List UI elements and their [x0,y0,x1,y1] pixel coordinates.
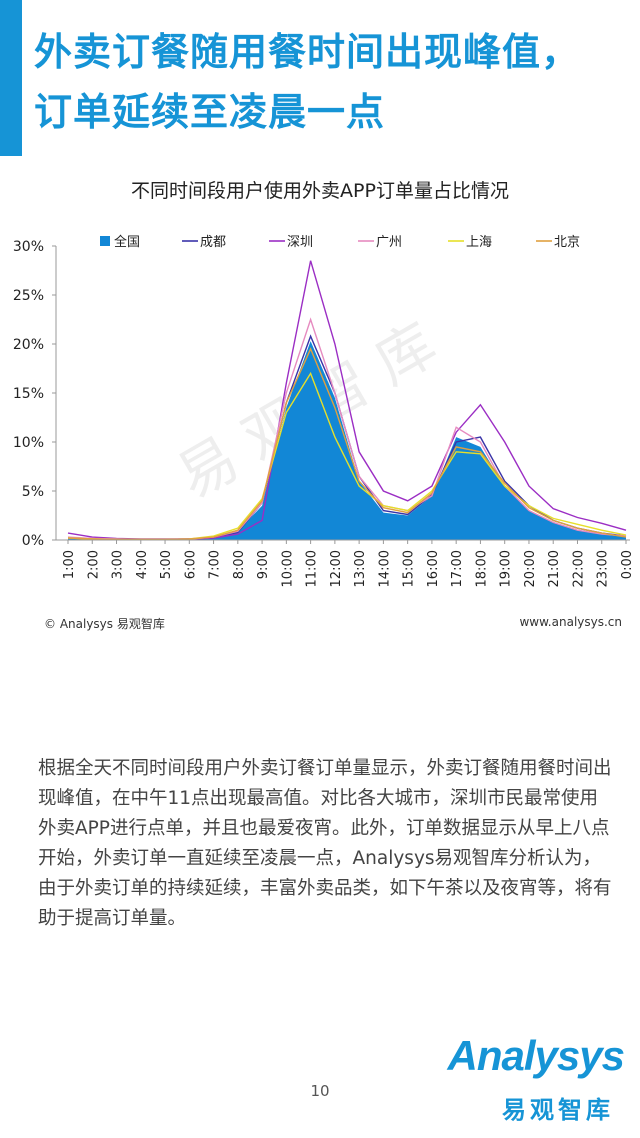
x-tick-label: 1:00 [62,550,77,579]
x-tick-label: 17:00 [450,550,465,587]
y-tick-label: 5% [22,484,44,500]
source-credit: © Analysys 易观智库 [44,617,165,631]
legend-label-3: 广州 [376,235,402,250]
page-headline: 外卖订餐随用餐时间出现峰值， 订单延续至凌晨一点 [34,22,630,142]
x-tick-label: 15:00 [402,550,417,587]
legend-label-1: 成都 [200,235,226,250]
x-tick-label: 7:00 [208,550,223,579]
legend-swatch-0 [100,236,110,246]
x-tick-label: 12:00 [329,550,344,587]
analysis-paragraph: 根据全天不同时间段用户外卖订餐订单量显示，外卖订餐随用餐时间出现峰值，在中午11… [38,758,612,929]
source-url: www.analysys.cn [519,615,622,629]
analysys-logo-cn: 易观智库 [502,1096,614,1124]
x-tick-label: 22:00 [571,550,586,587]
page-number: 10 [310,1082,330,1100]
x-tick-label: 13:00 [353,550,368,587]
headline-line-2: 订单延续至凌晨一点 [34,90,386,134]
chart-title: 不同时间段用户使用外卖APP订单量占比情况 [131,180,509,202]
y-tick-label: 20% [13,337,44,353]
y-tick-label: 25% [13,288,44,304]
hourly-order-share-chart: 0% 5% 10% 15% 20% 25% 30% 1:00 2:00 3:00 4:00 5:00 6… [13,234,635,587]
x-tick-label: 10:00 [280,550,295,587]
x-tick-label: 14:00 [377,550,392,587]
x-tick-label: 0:00 [620,550,635,579]
analysys-logo: Analysys [447,1032,625,1079]
series-area-0 [68,341,626,540]
title-accent-bar [0,0,22,156]
legend-label-0: 全国 [114,234,140,250]
y-tick-label: 0% [22,533,44,549]
x-tick-label: 19:00 [499,550,514,587]
x-tick-label: 20:00 [523,550,538,587]
x-tick-label: 18:00 [474,550,489,587]
x-tick-label: 9:00 [256,550,271,579]
x-tick-label: 3:00 [111,550,126,579]
legend-label-2: 深圳 [287,235,313,250]
x-tick-label: 21:00 [547,550,562,587]
x-tick-label: 23:00 [596,550,611,587]
x-tick-label: 6:00 [183,550,198,579]
x-tick-label: 4:00 [135,550,150,579]
y-tick-label: 30% [13,239,44,255]
y-tick-label: 15% [13,386,44,402]
y-tick-label: 10% [13,435,44,451]
legend-label-5: 北京 [554,235,580,250]
headline-line-1: 外卖订餐随用餐时间出现峰值， [34,30,581,74]
legend-label-4: 上海 [466,235,492,250]
x-tick-label: 8:00 [232,550,247,579]
x-tick-label: 16:00 [426,550,441,587]
x-tick-label: 11:00 [305,550,320,587]
x-tick-label: 5:00 [159,550,174,579]
x-tick-label: 2:00 [86,550,101,579]
